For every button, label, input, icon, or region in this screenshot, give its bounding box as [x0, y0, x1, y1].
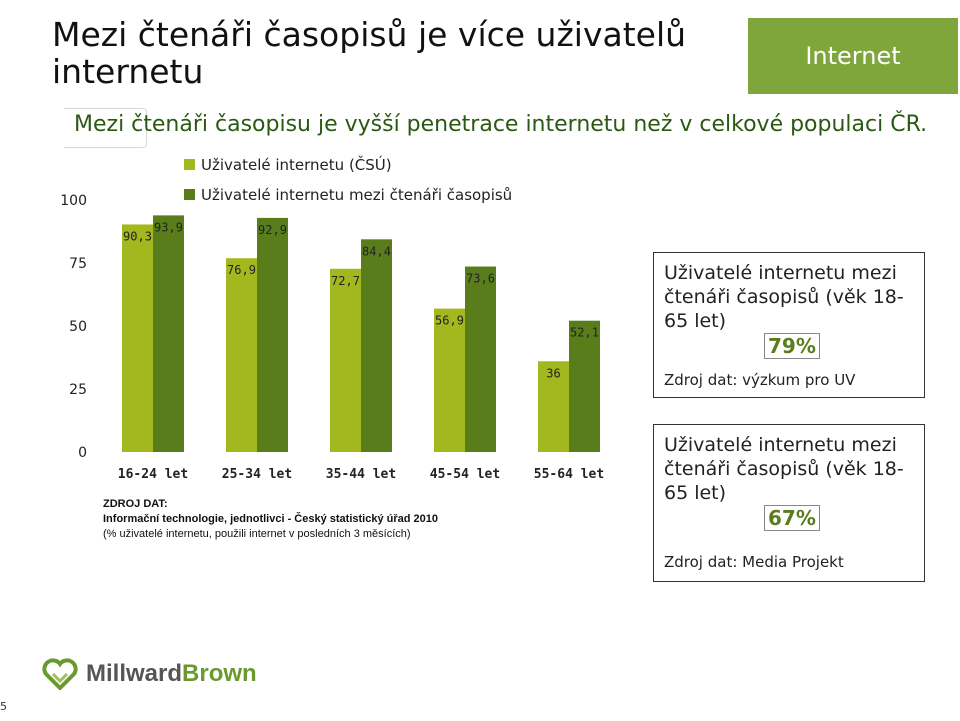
data-source: ZDROJ DAT: Informační technologie, jedno… — [103, 497, 438, 542]
source-name: Informační technologie, jednotlivci - Če… — [103, 513, 438, 525]
bar — [257, 217, 288, 452]
data-label: 92,9 — [258, 223, 287, 237]
y-tick-label: 25 — [69, 382, 87, 398]
y-tick-label: 50 — [69, 319, 87, 335]
bar — [153, 215, 184, 452]
bar — [226, 258, 257, 452]
stat-lead: Uživatelé internetu mezi čtenáři časopis… — [664, 262, 904, 332]
logo-text-2: Brown — [182, 660, 257, 687]
legend-swatch — [184, 159, 195, 170]
data-label: 36 — [546, 366, 560, 380]
bar-chart: 0 25 50 75 100 Uživatelé internetu (ČSÚ) Uživa… — [60, 155, 604, 482]
page-number: 5 — [0, 700, 7, 713]
x-tick-label: 45-54 let — [430, 467, 500, 482]
stat-box-uv: Uživatelé internetu mezi čtenáři časopis… — [653, 252, 925, 398]
x-tick-label: 55-64 let — [534, 467, 604, 482]
subtitle: Mezi čtenáři časopisu je vyšší penetrace… — [74, 112, 928, 137]
bar — [538, 361, 569, 452]
y-tick-label: 75 — [69, 256, 87, 272]
data-label: 52,1 — [570, 326, 599, 340]
stat-source: Zdroj dat: výzkum pro UV — [664, 371, 856, 389]
stat-lead: Uživatelé internetu mezi čtenáři časopis… — [664, 434, 904, 504]
y-tick-label: 0 — [78, 445, 87, 461]
legend-label: Uživatelé internetu (ČSÚ) — [201, 155, 392, 174]
stat-box-mediaprojekt: Uživatelé internetu mezi čtenáři časopis… — [653, 424, 925, 582]
page-title: Mezi čtenáři časopisů je více uživatelů … — [52, 15, 687, 91]
data-label: 56,9 — [435, 314, 464, 328]
stat-value: 79% — [764, 333, 820, 359]
legend-label: Uživatelé internetu mezi čtenáři časopis… — [201, 186, 512, 204]
data-label: 72,7 — [331, 274, 360, 288]
x-tick-label: 25-34 let — [222, 467, 292, 482]
data-label: 76,9 — [227, 263, 256, 277]
section-tag: Internet — [748, 18, 958, 94]
data-label: 93,9 — [154, 220, 183, 234]
data-label: 90,3 — [123, 229, 152, 243]
bar — [434, 308, 465, 452]
bar — [465, 266, 496, 452]
y-tick-label: 100 — [60, 193, 87, 209]
source-label: ZDROJ DAT: — [103, 498, 168, 510]
heart-logo-icon — [42, 658, 78, 690]
stat-value: 67% — [764, 505, 820, 531]
bar — [569, 320, 600, 452]
logo-text-1: Millward — [86, 660, 183, 687]
x-tick-label: 16-24 let — [118, 467, 188, 482]
data-label: 73,6 — [466, 272, 495, 286]
data-label: 84,4 — [362, 244, 391, 258]
legend-swatch — [184, 189, 195, 200]
bar — [122, 224, 153, 452]
bar — [330, 268, 361, 452]
millwardbrown-logo: MillwardBrown — [42, 658, 257, 690]
bar — [361, 239, 392, 452]
x-tick-label: 35-44 let — [326, 467, 396, 482]
source-note: (% uživatelé internetu, použili internet… — [103, 528, 411, 540]
stat-source: Zdroj dat: Media Projekt — [664, 553, 844, 571]
subtitle-frame — [64, 108, 147, 148]
